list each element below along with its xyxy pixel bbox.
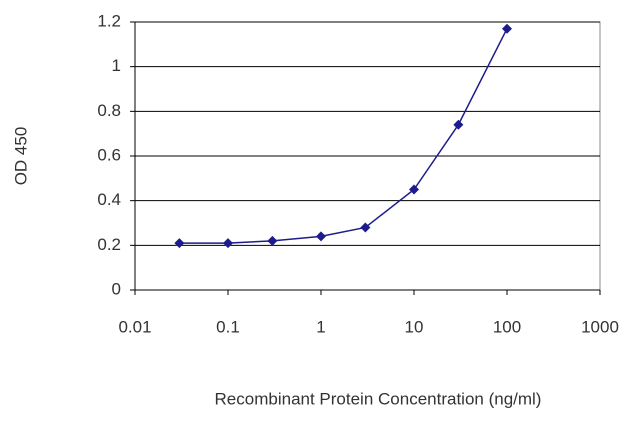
data-point xyxy=(174,238,185,249)
x-tick-label: 0.1 xyxy=(216,317,240,336)
y-tick-label: 0.8 xyxy=(97,101,121,120)
y-tick-label: 0.4 xyxy=(97,190,121,209)
data-point xyxy=(316,231,326,242)
data-point xyxy=(360,222,371,233)
data-point xyxy=(223,238,233,249)
data-point xyxy=(267,235,278,246)
data-line xyxy=(179,28,508,244)
y-tick-label: 0.6 xyxy=(97,145,121,164)
y-tick-label: 1.2 xyxy=(97,11,121,30)
x-tick-label: 1000 xyxy=(581,317,619,336)
data-point xyxy=(453,119,464,130)
y-axis-label: OD 450 xyxy=(11,127,30,186)
x-tick-label: 100 xyxy=(493,317,521,336)
data-point xyxy=(409,184,419,195)
y-tick-label: 0 xyxy=(112,279,121,298)
y-tick-label: 1 xyxy=(112,56,121,75)
data-point xyxy=(502,23,512,34)
x-tick-label: 1 xyxy=(316,317,325,336)
x-tick-label: 10 xyxy=(405,317,424,336)
x-axis-label: Recombinant Protein Concentration (ng/ml… xyxy=(215,389,542,408)
y-tick-label: 0.2 xyxy=(97,235,121,254)
x-tick-label: 0.01 xyxy=(118,317,151,336)
